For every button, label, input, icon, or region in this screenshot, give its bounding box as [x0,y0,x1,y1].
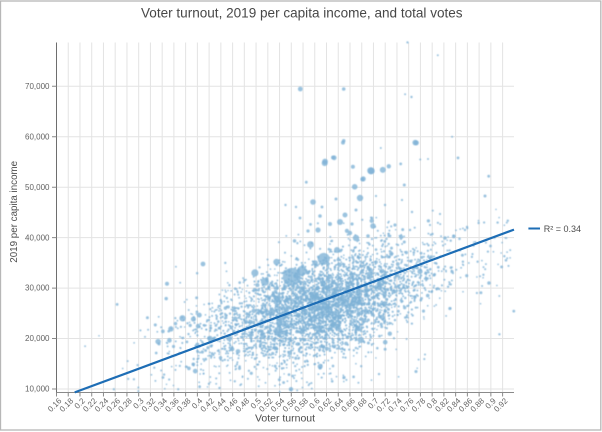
svg-text:30,000: 30,000 [25,284,50,293]
svg-text:Voter turnout: Voter turnout [255,413,315,425]
svg-text:40,000: 40,000 [25,233,50,242]
svg-text:20,000: 20,000 [25,334,50,343]
svg-text:Voter turnout, 2019 per capita: Voter turnout, 2019 per capita income, a… [141,6,463,21]
svg-text:R² = 0.34: R² = 0.34 [544,224,581,234]
svg-text:60,000: 60,000 [25,132,50,141]
svg-text:70,000: 70,000 [25,82,50,91]
svg-text:2019 per capita income: 2019 per capita income [9,160,20,262]
svg-text:10,000: 10,000 [25,385,50,394]
svg-text:50,000: 50,000 [25,183,50,192]
